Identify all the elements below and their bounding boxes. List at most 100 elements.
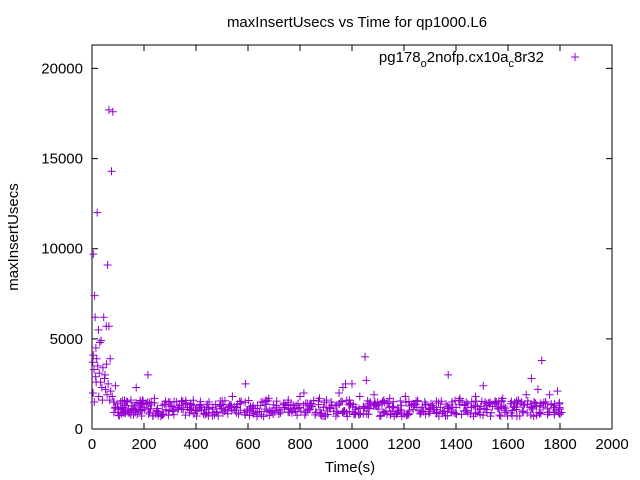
data-point xyxy=(89,351,98,360)
data-point-density xyxy=(497,397,506,406)
y-tick-label: 20000 xyxy=(41,60,83,77)
chart-title: maxInsertUsecs vs Time for qp1000.L6 xyxy=(227,14,487,31)
data-point-density xyxy=(232,403,241,412)
data-point-density xyxy=(451,409,460,418)
data-point-density xyxy=(287,400,296,409)
data-point-density xyxy=(404,410,413,419)
data-point-density xyxy=(109,398,118,407)
data-point-density xyxy=(237,397,246,406)
data-point-density xyxy=(462,398,471,407)
data-point-density xyxy=(244,396,253,405)
data-point-density xyxy=(177,400,186,409)
data-point-density xyxy=(249,408,258,417)
data-point-density xyxy=(131,408,140,417)
data-point-density xyxy=(483,408,492,417)
data-point-density xyxy=(320,398,329,407)
data-point xyxy=(100,374,109,383)
data-point-density xyxy=(543,404,552,413)
data-point-density xyxy=(392,410,401,419)
data-point-density xyxy=(547,400,556,409)
data-point-density xyxy=(523,408,532,417)
data-point-density xyxy=(272,397,281,406)
data-point-density xyxy=(389,397,398,406)
data-point xyxy=(91,343,100,352)
data-point-density xyxy=(539,403,548,412)
data-point xyxy=(104,105,113,114)
data-point-density xyxy=(189,396,198,405)
data-point-density xyxy=(306,405,315,414)
x-tick-label: 1800 xyxy=(543,436,576,453)
data-point-density xyxy=(421,400,430,409)
data-point-density xyxy=(411,400,420,409)
data-point-density xyxy=(365,399,374,408)
data-point xyxy=(335,388,343,397)
x-tick-label: 600 xyxy=(235,436,260,453)
data-point-density xyxy=(539,398,548,407)
data-point-density xyxy=(477,397,486,406)
data-point-density xyxy=(355,410,364,419)
data-point-density xyxy=(259,412,268,421)
data-point-density xyxy=(168,407,177,416)
data-point-density xyxy=(396,405,405,414)
data-point-density xyxy=(181,411,190,420)
data-point xyxy=(361,352,369,361)
data-point xyxy=(89,250,98,259)
data-point xyxy=(296,392,304,401)
data-point xyxy=(102,360,111,369)
data-point-density xyxy=(136,405,145,414)
data-point xyxy=(89,388,98,397)
data-point xyxy=(522,390,531,399)
data-point xyxy=(527,374,536,383)
data-point-density xyxy=(520,400,529,409)
data-point-density xyxy=(145,408,154,417)
data-point-density xyxy=(486,412,495,421)
data-point-density xyxy=(123,398,132,407)
data-point xyxy=(94,392,103,401)
data-point xyxy=(401,392,410,401)
data-point xyxy=(97,383,106,392)
data-point xyxy=(471,392,480,401)
data-point-density xyxy=(226,400,235,409)
x-tick-label: 200 xyxy=(131,436,156,453)
data-point-density xyxy=(333,409,342,418)
data-point xyxy=(143,370,152,379)
data-point-density xyxy=(495,411,504,420)
x-tick-label: 1600 xyxy=(491,436,524,453)
data-point xyxy=(518,406,527,415)
data-point-density xyxy=(169,406,178,415)
data-point-density xyxy=(462,406,471,415)
data-point-density xyxy=(499,402,508,411)
data-point-density xyxy=(147,398,156,407)
data-point-density xyxy=(156,412,165,421)
data-point-density xyxy=(557,408,566,417)
data-point-density xyxy=(279,400,288,409)
data-point-density xyxy=(153,407,162,416)
data-point-density xyxy=(256,401,265,410)
data-point xyxy=(385,394,394,403)
data-point-density xyxy=(113,399,122,408)
data-point-density xyxy=(314,400,323,409)
data-point-density xyxy=(144,409,153,418)
data-point-density xyxy=(182,398,191,407)
data-point-density xyxy=(246,402,255,411)
data-point-density xyxy=(455,396,464,405)
data-point-density xyxy=(448,403,457,412)
x-tick-label: 400 xyxy=(183,436,208,453)
data-point-density xyxy=(396,397,405,406)
data-point-density xyxy=(199,409,208,418)
data-point-density xyxy=(157,410,166,419)
data-point-density xyxy=(426,407,435,416)
data-point-density xyxy=(122,397,131,406)
data-point-density xyxy=(479,411,488,420)
data-point-density xyxy=(346,399,355,408)
data-point-density xyxy=(322,396,331,405)
data-point-density xyxy=(218,408,227,417)
data-point-density xyxy=(212,407,221,416)
data-point-density xyxy=(523,396,532,405)
data-point-density xyxy=(212,408,221,417)
data-point xyxy=(90,291,99,300)
data-point-density xyxy=(405,401,414,410)
data-point xyxy=(104,379,113,388)
data-point-density xyxy=(508,406,517,415)
